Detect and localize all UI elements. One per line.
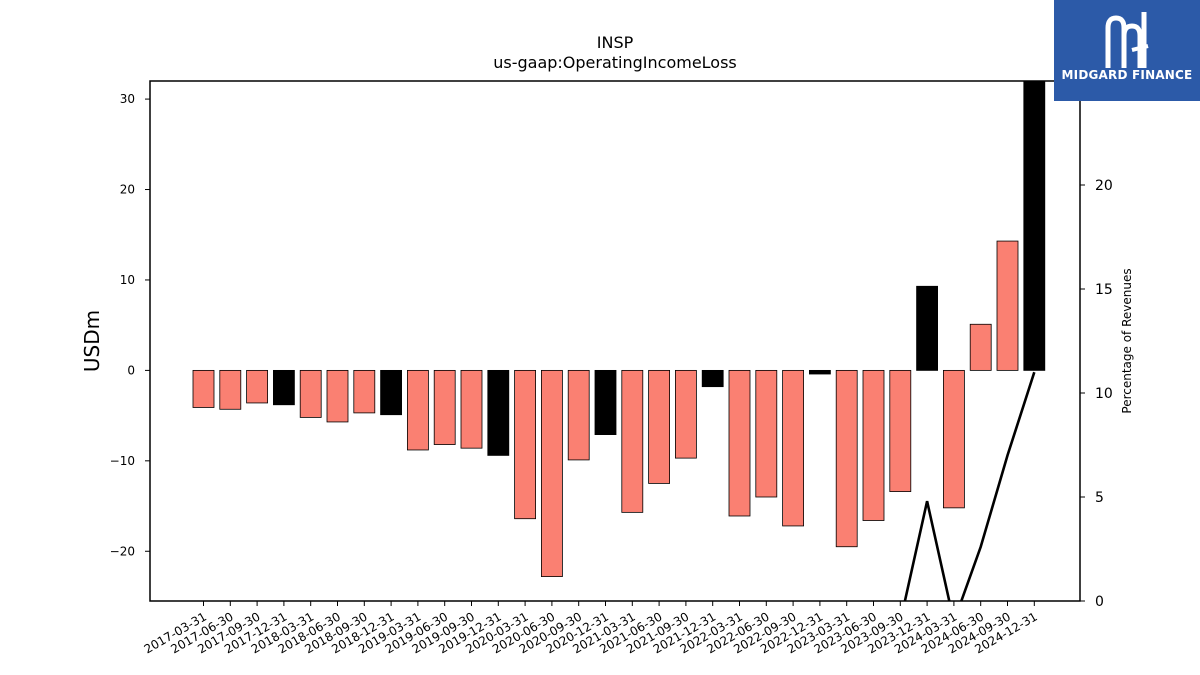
- bar-2023-03-31: [835, 369, 858, 548]
- bar-2023-06-30: [862, 369, 885, 521]
- bar-2022-03-31: [728, 369, 751, 517]
- bar-2017-09-30: [246, 369, 269, 404]
- y2-tick-label: 10: [1095, 386, 1113, 402]
- plot-frame: [149, 80, 1081, 602]
- y-tick-label: 10: [120, 273, 135, 287]
- logo-text: MIDGARD FINANCE: [1061, 68, 1193, 82]
- bar-2023-12-31: [916, 285, 938, 371]
- bar-2022-12-31: [809, 369, 831, 375]
- y2-axis: 0 5 10 15 20: [1080, 178, 1113, 610]
- logo: MIDGARD FINANCE: [1054, 0, 1200, 101]
- bar-2018-09-30: [353, 369, 376, 414]
- bar-2020-09-30: [567, 369, 590, 461]
- y2-tick-label: 0: [1095, 594, 1104, 610]
- bar-2022-06-30: [755, 369, 778, 498]
- bar-2021-06-30: [648, 369, 670, 484]
- bar-2021-12-31: [701, 369, 724, 388]
- bar-2022-09-30: [782, 369, 804, 527]
- chart-subtitle: us-gaap:OperatingIncomeLoss: [493, 53, 737, 72]
- bar-2019-12-31: [487, 369, 510, 456]
- bar-2024-12-31: [1023, 80, 1046, 371]
- line-layer: [903, 371, 1036, 601]
- bar-2017-12-31: [272, 369, 295, 406]
- y-tick-label: 30: [120, 92, 135, 106]
- y2-tick-label: 5: [1095, 490, 1104, 506]
- y2-tick-label: 20: [1095, 178, 1113, 194]
- margin-line: [903, 371, 1036, 601]
- bar-2024-03-31: [943, 369, 965, 509]
- midgard-logo-icon: [1105, 12, 1149, 68]
- y2-tick-label: 15: [1095, 282, 1113, 298]
- y-axis-label: USDm: [80, 310, 104, 372]
- bar-2020-03-31: [514, 369, 536, 520]
- bar-2017-03-31: [192, 369, 215, 408]
- bar-2018-03-31: [299, 369, 322, 418]
- bars-layer: [192, 80, 1046, 577]
- bar-2018-06-30: [326, 369, 349, 423]
- bar-2021-03-31: [621, 369, 644, 513]
- bar-2017-06-30: [219, 369, 242, 410]
- y-tick-label: −10: [110, 454, 135, 468]
- y-tick-label: 20: [120, 183, 135, 197]
- chart-title: INSP: [597, 33, 634, 52]
- bar-2019-03-31: [406, 369, 429, 451]
- y-tick-label: −20: [110, 544, 135, 558]
- bar-2024-09-30: [996, 240, 1019, 371]
- y2-axis-label: Percentage of Revenues: [1120, 268, 1134, 413]
- bar-2019-09-30: [460, 369, 483, 449]
- bar-2021-09-30: [675, 369, 697, 459]
- bar-2024-06-30: [969, 323, 992, 371]
- bar-2023-09-30: [889, 369, 912, 492]
- bar-2020-12-31: [594, 369, 617, 435]
- x-axis: 2017-03-312017-06-302017-09-302017-12-31…: [142, 601, 1040, 656]
- bar-2020-06-30: [541, 369, 563, 577]
- y-axis: −20 −10 0 10 20 30: [110, 92, 150, 558]
- bar-2018-12-31: [380, 369, 403, 416]
- y-tick-label: 0: [127, 363, 135, 377]
- bar-2019-06-30: [433, 369, 456, 445]
